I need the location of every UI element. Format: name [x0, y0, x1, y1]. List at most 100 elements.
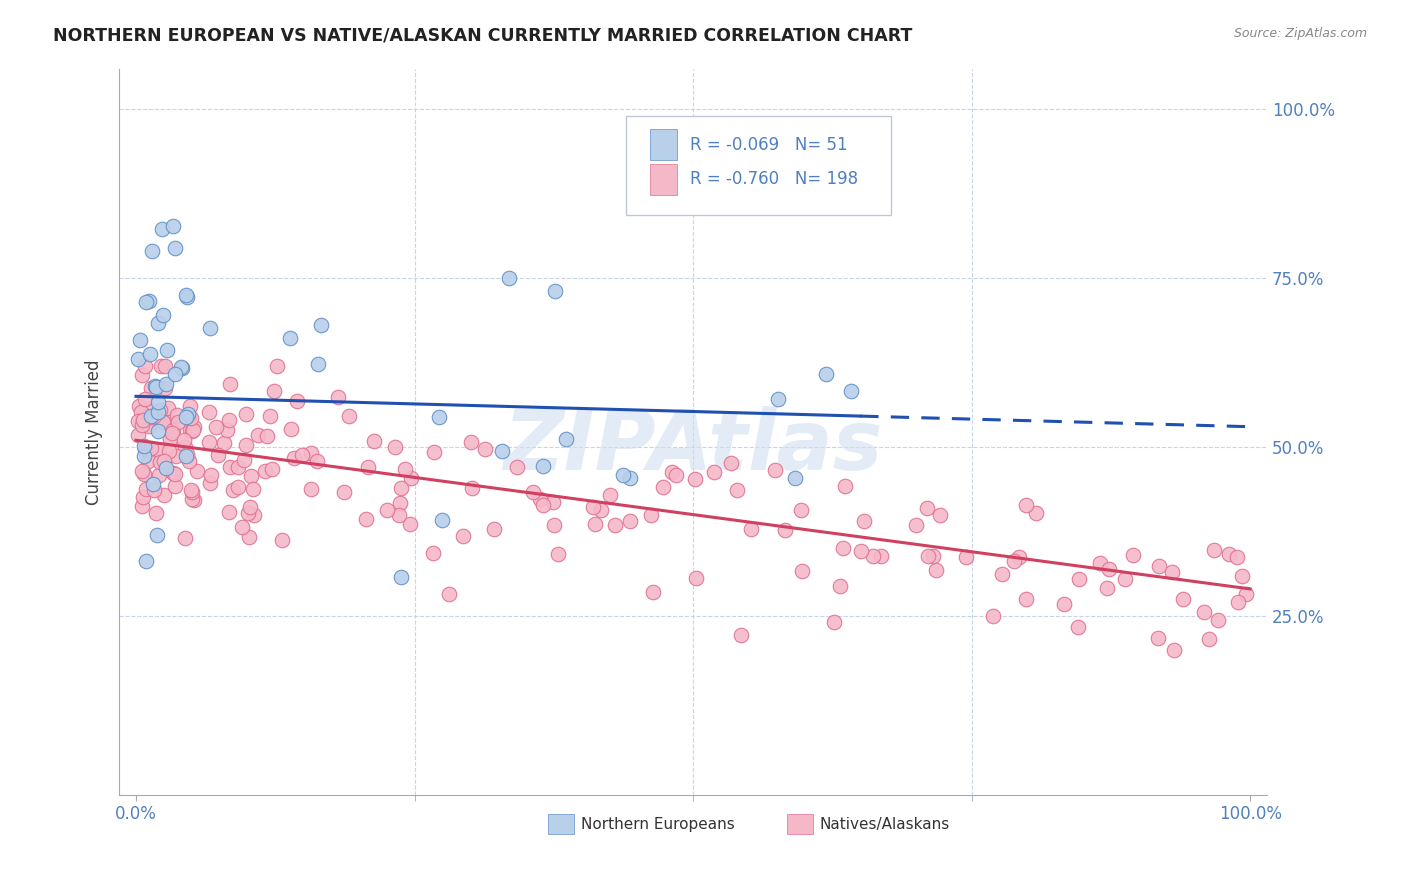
Point: [256, 429, 278, 443]
Point: [253, 464, 276, 478]
Point: [172, 360, 194, 375]
Point: [162, 423, 184, 437]
Point: [198, 321, 221, 335]
Point: [841, 384, 863, 398]
Point: [1146, 632, 1168, 646]
Text: ZIPAtlas: ZIPAtlas: [503, 407, 883, 488]
Point: [482, 522, 505, 536]
Point: [177, 407, 200, 421]
Point: [132, 449, 155, 463]
Point: [333, 484, 356, 499]
Point: [582, 500, 605, 515]
Point: [651, 479, 673, 493]
Point: [834, 479, 856, 493]
Point: [162, 219, 184, 234]
Point: [233, 453, 256, 467]
Point: [146, 395, 169, 409]
Point: [148, 316, 170, 330]
Point: [155, 461, 177, 475]
Point: [928, 508, 950, 523]
Point: [1234, 587, 1257, 601]
Point: [665, 468, 688, 483]
Point: [271, 533, 294, 547]
Point: [219, 376, 242, 391]
Point: [547, 547, 569, 561]
Point: [522, 484, 544, 499]
Text: NORTHERN EUROPEAN VS NATIVE/ALASKAN CURRENTLY MARRIED CORRELATION CHART: NORTHERN EUROPEAN VS NATIVE/ALASKAN CURR…: [53, 27, 912, 45]
Point: [1097, 562, 1119, 576]
Point: [1067, 620, 1090, 634]
Point: [305, 454, 328, 468]
Point: [375, 502, 398, 516]
Point: [422, 546, 444, 560]
Point: [198, 434, 221, 449]
Text: Source: ZipAtlas.com: Source: ZipAtlas.com: [1233, 27, 1367, 40]
Point: [783, 471, 806, 485]
Point: [153, 454, 176, 468]
Point: [200, 476, 222, 491]
Point: [145, 506, 167, 520]
Point: [439, 587, 461, 601]
Point: [388, 496, 411, 510]
Point: [231, 519, 253, 533]
Text: Northern Europeans: Northern Europeans: [581, 817, 734, 831]
Point: [131, 418, 153, 433]
Point: [142, 477, 165, 491]
Point: [127, 427, 149, 442]
Point: [474, 442, 496, 456]
Point: [159, 416, 181, 430]
Point: [236, 507, 259, 521]
Point: [152, 308, 174, 322]
Point: [399, 471, 422, 485]
Point: [177, 412, 200, 426]
Point: [869, 549, 891, 563]
Point: [143, 483, 166, 497]
Point: [152, 488, 174, 502]
Point: [991, 566, 1014, 581]
Point: [263, 384, 285, 398]
Point: [222, 483, 245, 497]
Point: [146, 528, 169, 542]
Point: [529, 492, 551, 507]
Point: [814, 367, 837, 381]
Point: [981, 609, 1004, 624]
Point: [243, 508, 266, 522]
Point: [790, 564, 813, 578]
Point: [235, 438, 257, 452]
Point: [301, 482, 323, 496]
Point: [904, 517, 927, 532]
Point: [363, 434, 385, 448]
Point: [150, 221, 173, 235]
Point: [174, 409, 197, 424]
Point: [165, 449, 187, 463]
Text: R = -0.069   N= 51: R = -0.069 N= 51: [690, 136, 848, 153]
Point: [148, 468, 170, 483]
Point: [176, 290, 198, 304]
Point: [1202, 543, 1225, 558]
Point: [830, 579, 852, 593]
Point: [1218, 547, 1240, 561]
Point: [506, 459, 529, 474]
Point: [215, 423, 238, 437]
Point: [498, 271, 520, 285]
Point: [136, 401, 159, 416]
Point: [640, 508, 662, 522]
Point: [291, 449, 314, 463]
Point: [134, 442, 156, 456]
Point: [1192, 605, 1215, 619]
Point: [543, 518, 565, 533]
Point: [239, 500, 262, 515]
Point: [533, 498, 555, 512]
Point: [1226, 550, 1249, 565]
Point: [166, 408, 188, 422]
Point: [849, 544, 872, 558]
Point: [180, 491, 202, 506]
Point: [131, 413, 153, 427]
Point: [461, 481, 484, 495]
Point: [544, 284, 567, 298]
Point: [427, 410, 450, 425]
Point: [661, 465, 683, 479]
Point: [132, 467, 155, 481]
Point: [146, 404, 169, 418]
Point: [583, 516, 606, 531]
